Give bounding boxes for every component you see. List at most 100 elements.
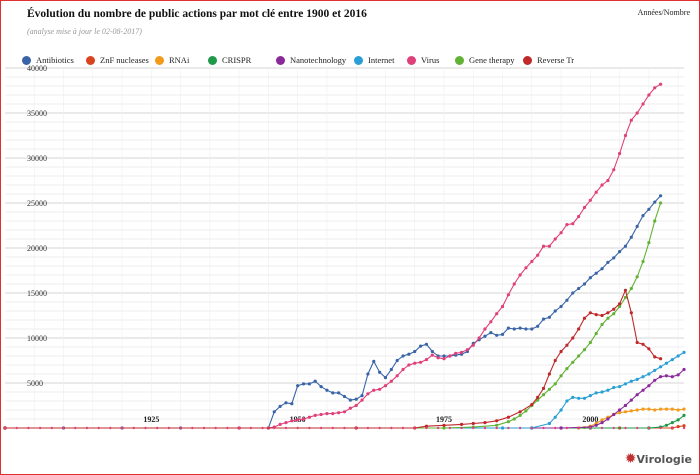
data-point <box>383 376 388 380</box>
data-point <box>348 406 352 410</box>
data-point <box>653 378 657 382</box>
baseline-point <box>378 426 381 430</box>
data-point <box>623 382 628 386</box>
data-point <box>465 348 470 352</box>
data-point <box>571 336 575 340</box>
data-point <box>658 375 663 379</box>
data-point <box>588 198 592 202</box>
data-point <box>506 415 510 419</box>
data-point <box>641 388 645 392</box>
data-point <box>577 327 581 331</box>
legend-marker <box>86 55 95 65</box>
data-point <box>354 397 358 401</box>
data-point <box>301 382 306 386</box>
baseline-point <box>15 426 18 430</box>
legend-label: CRISPR <box>222 55 252 65</box>
data-point <box>600 267 604 271</box>
data-point <box>623 295 628 300</box>
data-point <box>606 178 610 183</box>
x-tick-label: 1925 <box>143 415 159 424</box>
data-point <box>500 304 505 309</box>
y-tick-label: 40000 <box>27 64 47 73</box>
data-point <box>577 214 581 219</box>
legend-item: Nanotechnology <box>276 55 354 65</box>
data-point <box>682 413 686 417</box>
legend-item: Gene therapy <box>455 55 523 65</box>
data-point <box>582 316 587 320</box>
data-point <box>588 311 592 315</box>
legend-marker <box>523 55 532 65</box>
baseline-point <box>460 426 463 430</box>
data-point <box>565 367 569 371</box>
baseline-point <box>191 426 194 430</box>
data-point <box>530 259 534 264</box>
baseline-point <box>682 426 686 430</box>
data-point <box>307 415 311 419</box>
baseline-point <box>366 426 370 430</box>
baseline-point <box>565 426 569 430</box>
legend-label: Internet <box>368 55 395 65</box>
data-point <box>518 413 522 417</box>
data-point <box>658 357 663 361</box>
baseline-point <box>554 426 557 430</box>
data-point <box>319 412 323 417</box>
data-point <box>658 194 663 198</box>
baseline-point <box>3 426 7 430</box>
legend-marker <box>208 55 217 65</box>
data-point <box>477 336 481 340</box>
logo-text: Virologie <box>636 452 692 466</box>
data-point <box>629 235 633 239</box>
data-point <box>272 410 276 414</box>
data-point <box>471 343 475 347</box>
data-point <box>623 288 628 292</box>
baseline-point <box>120 426 124 430</box>
data-point <box>553 415 557 419</box>
data-point <box>413 349 417 354</box>
baseline-point <box>261 426 264 430</box>
data-point <box>629 118 633 122</box>
data-point <box>536 324 540 328</box>
data-point <box>658 201 663 205</box>
data-point <box>594 423 598 427</box>
baseline-point <box>671 426 674 430</box>
legend-item: RNAi <box>155 55 208 65</box>
baseline-point <box>214 426 217 430</box>
data-point <box>495 312 499 316</box>
data-point <box>653 408 657 412</box>
data-point <box>337 391 341 395</box>
data-point <box>635 275 639 279</box>
data-point <box>454 351 458 355</box>
data-point <box>506 293 510 297</box>
data-point <box>582 282 587 286</box>
data-point <box>647 93 651 97</box>
baseline-point <box>624 426 627 430</box>
data-point <box>559 231 563 235</box>
data-point <box>676 418 680 422</box>
baseline-point <box>85 426 89 430</box>
data-point <box>600 183 604 187</box>
data-point <box>506 420 510 424</box>
data-point <box>483 334 487 338</box>
baseline-point <box>74 426 77 430</box>
data-point <box>612 385 616 390</box>
data-point <box>600 421 604 425</box>
data-point <box>559 304 563 309</box>
data-point <box>524 266 528 270</box>
data-point <box>582 348 587 352</box>
legend: Antibiotics ZnF nucleases RNAi CRISPR Nanote… <box>22 55 583 65</box>
data-point <box>623 244 628 248</box>
data-point <box>670 375 674 379</box>
data-point <box>565 223 569 227</box>
baseline-point <box>542 426 545 430</box>
data-point <box>635 408 639 412</box>
data-point <box>670 421 674 425</box>
legend-item: Reverse Tr <box>523 55 583 65</box>
baseline-point <box>296 426 299 430</box>
data-point <box>618 304 622 309</box>
data-point <box>495 423 499 427</box>
baseline-point <box>436 426 440 430</box>
data-point <box>682 407 686 411</box>
data-point <box>647 241 651 245</box>
baseline-point <box>600 426 604 430</box>
